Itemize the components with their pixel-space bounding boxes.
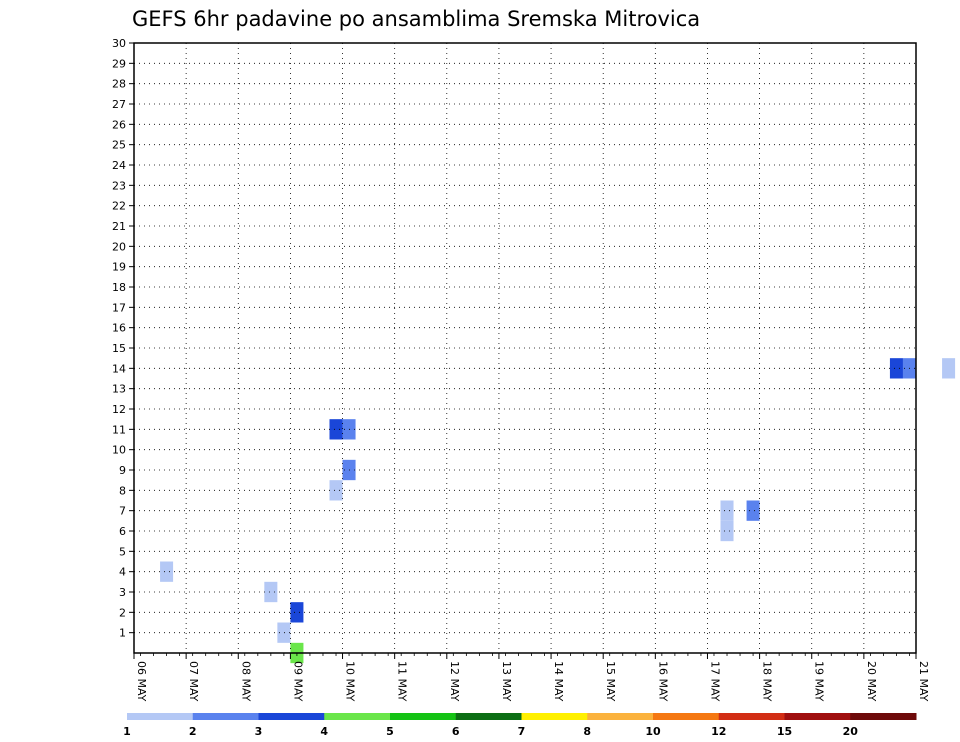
legend-label: 3	[255, 725, 263, 738]
x-tick-label: 19 MAY	[813, 661, 826, 702]
x-tick-label: 08 MAY	[239, 661, 252, 702]
y-tick-label: 7	[119, 505, 126, 518]
y-tick-label: 12	[112, 403, 126, 416]
cell	[746, 500, 760, 521]
legend-label: 15	[777, 725, 792, 738]
legend-label: 12	[711, 725, 726, 738]
y-tick-label: 5	[119, 545, 126, 558]
x-tick-label: 12 MAY	[448, 661, 461, 702]
y-tick-label: 14	[112, 362, 126, 375]
y-tick-label: 4	[119, 566, 126, 579]
y-tick-label: 20	[112, 240, 126, 253]
y-tick-label: 28	[112, 78, 126, 91]
y-tick-label: 23	[112, 179, 126, 192]
legend-label: 7	[518, 725, 526, 738]
x-tick-label: 07 MAY	[187, 661, 200, 702]
cell	[277, 622, 291, 643]
grid	[134, 42, 916, 653]
legend-swatch	[653, 713, 720, 720]
x-tick-label: 20 MAY	[865, 661, 878, 702]
legend-swatch	[324, 713, 391, 720]
legend-label: 5	[386, 725, 394, 738]
legend-swatch	[390, 713, 457, 720]
legend-label: 8	[583, 725, 591, 738]
y-tick-label: 16	[112, 322, 126, 335]
legend-label: 1	[123, 725, 131, 738]
y-tick-label: 26	[112, 118, 126, 131]
x-tick-label: 13 MAY	[500, 661, 513, 702]
y-tick-label: 9	[119, 464, 126, 477]
y-tick-label: 30	[112, 37, 126, 50]
cell	[720, 520, 734, 542]
y-tick-label: 6	[119, 525, 126, 538]
x-tick-label: 06 MAY	[135, 661, 148, 702]
y-tick-label: 25	[112, 139, 126, 152]
y-axis: 1234567891011121314151617181920212223242…	[112, 37, 134, 640]
cell	[942, 358, 956, 379]
y-tick-label: 1	[119, 627, 126, 640]
x-tick-label: 15 MAY	[604, 661, 617, 702]
y-tick-label: 8	[119, 484, 126, 497]
y-tick-label: 19	[112, 261, 126, 274]
legend-swatch	[258, 713, 325, 720]
cell	[720, 500, 734, 521]
legend-swatch	[192, 713, 259, 720]
y-tick-label: 21	[112, 220, 126, 233]
y-tick-label: 24	[112, 159, 126, 172]
legend-label: 2	[189, 725, 197, 738]
y-tick-label: 15	[112, 342, 126, 355]
legend-swatch	[455, 713, 522, 720]
x-tick-label: 17 MAY	[708, 661, 721, 702]
cell	[160, 561, 174, 582]
y-tick-label: 18	[112, 281, 126, 294]
legend-swatch	[587, 713, 654, 720]
y-tick-label: 22	[112, 200, 126, 213]
cell	[889, 358, 903, 379]
cell	[264, 581, 278, 603]
legend-swatch	[521, 713, 588, 720]
x-tick-label: 09 MAY	[291, 661, 304, 702]
chart-title: GEFS 6hr padavine po ansamblima Sremska …	[132, 7, 700, 31]
x-tick-label: 14 MAY	[552, 661, 565, 702]
x-tick-label: 21 MAY	[917, 661, 930, 702]
legend-label: 20	[843, 725, 859, 738]
y-tick-label: 11	[112, 423, 126, 436]
legend-swatch	[850, 713, 917, 720]
legend-label: 10	[645, 725, 661, 738]
legend-swatch	[784, 713, 851, 720]
y-tick-label: 3	[119, 586, 126, 599]
x-axis: 06 MAY 07 MAY 08 MAY 09 MAY 10 MAY 11 MAY 12 M…	[133, 653, 930, 702]
cell	[329, 480, 343, 501]
legend-label: 4	[320, 725, 328, 738]
legend-swatch	[718, 713, 785, 720]
x-tick-label: 18 MAY	[761, 661, 774, 702]
cell	[329, 419, 343, 440]
y-tick-label: 29	[112, 57, 126, 70]
cell	[290, 602, 304, 623]
y-tick-label: 27	[112, 98, 126, 111]
y-tick-label: 10	[112, 444, 126, 457]
legend-swatch	[127, 713, 194, 720]
legend: 1 2 3 4 5 6 7 8 10 12 15 20	[123, 713, 917, 738]
x-tick-label: 11 MAY	[396, 661, 409, 702]
x-tick-label: 10 MAY	[344, 661, 357, 702]
y-tick-label: 2	[119, 606, 126, 619]
y-tick-label: 17	[112, 301, 126, 314]
legend-label: 6	[452, 725, 460, 738]
x-tick-label: 16 MAY	[656, 661, 669, 702]
y-tick-label: 13	[112, 383, 126, 396]
